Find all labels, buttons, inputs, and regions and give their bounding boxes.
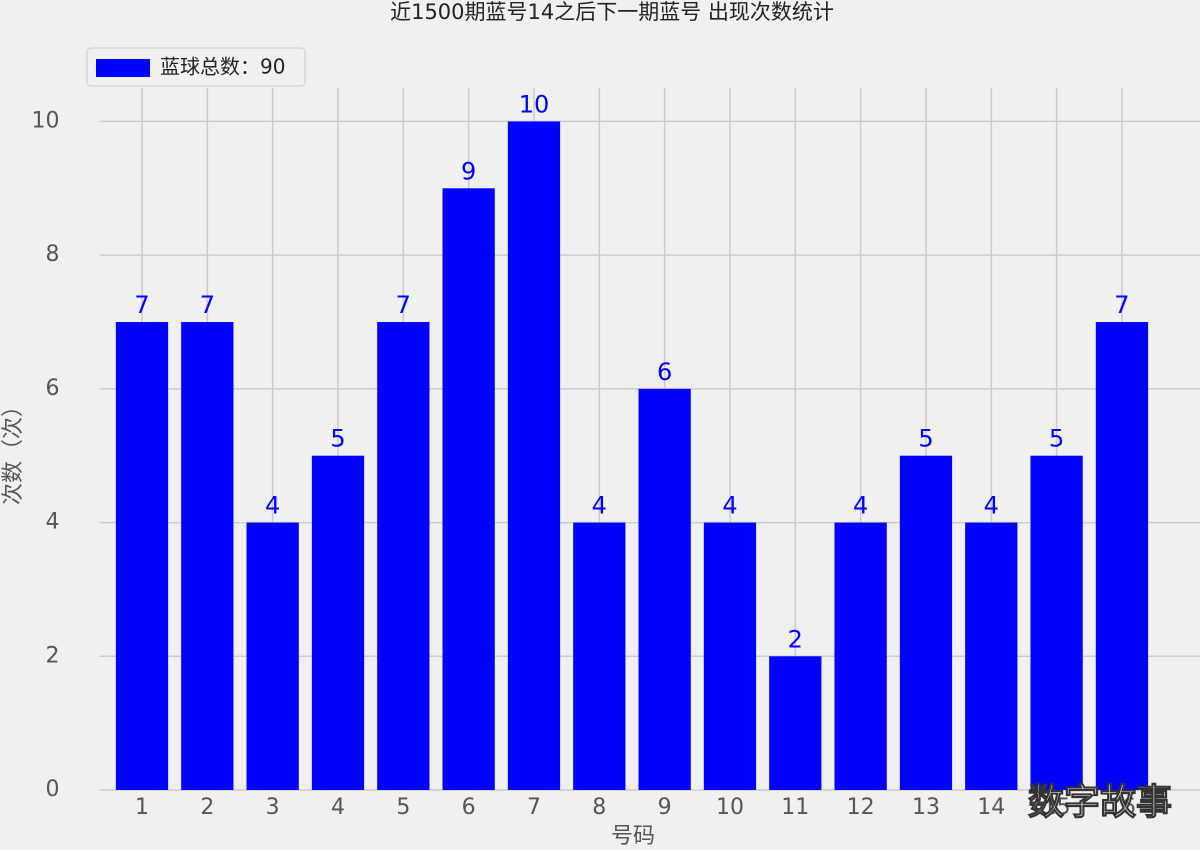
bar <box>246 522 299 790</box>
legend-label: 蓝球总数：90 <box>160 55 285 79</box>
x-tick-label: 16 <box>1108 795 1136 820</box>
x-axis-label: 号码 <box>611 824 655 849</box>
bars: 7 7 4 5 7 9 10 4 6 4 2 4 5 4 5 7 <box>115 90 1149 791</box>
value-label: 5 <box>330 425 345 453</box>
bar <box>377 322 430 790</box>
bar <box>442 188 495 791</box>
x-tick-label: 12 <box>847 795 875 820</box>
bar <box>965 522 1018 790</box>
bar <box>703 522 757 790</box>
bar <box>311 455 365 790</box>
bar <box>115 322 169 790</box>
chart-title: 近1500期蓝号14之后下一期蓝号 出现次数统计 <box>390 0 834 24</box>
y-axis-label: 次数（次） <box>1 395 26 505</box>
value-label: 2 <box>788 625 803 653</box>
value-label: 4 <box>984 492 999 520</box>
x-tick-label: 6 <box>462 795 476 820</box>
x-tick-label: 8 <box>592 795 606 820</box>
value-label: 9 <box>461 157 476 185</box>
value-label: 7 <box>200 291 215 319</box>
x-tick-label: 4 <box>331 795 345 820</box>
value-label: 4 <box>265 492 280 520</box>
bar <box>507 121 561 790</box>
bar <box>638 388 691 790</box>
x-tick-label: 7 <box>527 795 541 820</box>
y-tick-label: 6 <box>46 376 60 401</box>
x-tick-label: 10 <box>716 795 744 820</box>
bar <box>834 522 887 790</box>
value-label: 7 <box>134 291 149 319</box>
x-tick-label: 11 <box>781 795 809 820</box>
bar <box>1095 322 1149 790</box>
y-tick-label: 8 <box>46 242 60 267</box>
value-label: 4 <box>592 492 607 520</box>
legend: 蓝球总数：90 <box>86 47 306 87</box>
x-tick-label: 2 <box>200 795 214 820</box>
bar <box>1030 455 1083 790</box>
x-tick-label: 1 <box>135 795 149 820</box>
watermark: 数字故事 <box>1028 782 1172 823</box>
x-tick-label: 3 <box>266 795 280 820</box>
value-label: 10 <box>519 90 550 118</box>
y-tick-label: 10 <box>32 108 60 133</box>
bar <box>899 455 953 790</box>
bar <box>573 522 626 790</box>
x-tick-label: 15 <box>1043 795 1071 820</box>
x-tick-label: 14 <box>977 795 1005 820</box>
x-tick-label: 5 <box>396 795 410 820</box>
y-tick-label: 2 <box>46 643 60 668</box>
y-tick-label: 0 <box>46 777 60 802</box>
value-label: 7 <box>1114 291 1129 319</box>
x-tick-label: 13 <box>912 795 940 820</box>
bar <box>769 656 822 790</box>
value-label: 5 <box>918 425 933 453</box>
value-label: 4 <box>722 492 737 520</box>
value-label: 7 <box>396 291 411 319</box>
legend-swatch <box>96 59 150 77</box>
bar <box>181 322 234 790</box>
y-tick-label: 4 <box>46 510 60 535</box>
value-label: 4 <box>853 492 868 520</box>
value-label: 6 <box>657 358 672 386</box>
value-label: 5 <box>1049 425 1064 453</box>
x-tick-label: 9 <box>658 795 672 820</box>
